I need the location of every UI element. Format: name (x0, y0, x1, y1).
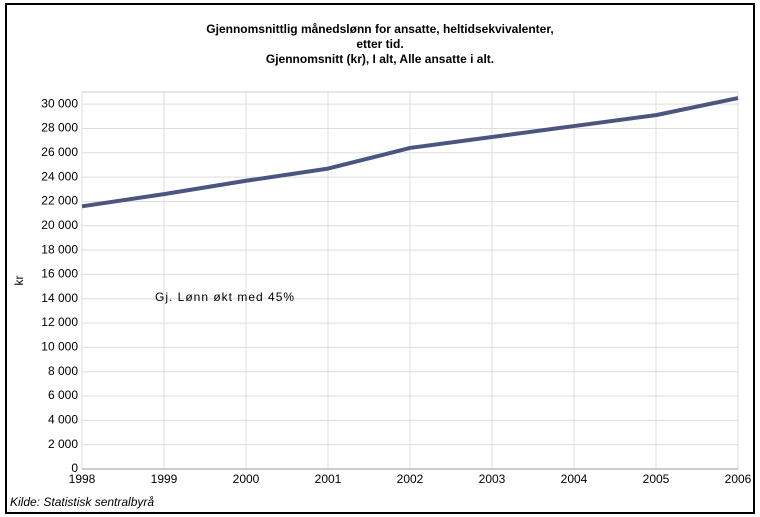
y-tick-label: 28 000 (41, 121, 78, 135)
y-tick-label: 10 000 (41, 340, 78, 354)
y-tick-label: 12 000 (41, 315, 78, 329)
y-tick-label: 18 000 (41, 242, 78, 256)
chart-title: Gjennomsnitt (kr), I alt, Alle ansatte i… (266, 52, 494, 66)
y-tick-label: 22 000 (41, 194, 78, 208)
x-tick-label: 1999 (151, 472, 178, 486)
y-tick-label: 24 000 (41, 169, 78, 183)
y-axis-label: kr (12, 276, 26, 286)
y-tick-label: 8 000 (48, 364, 78, 378)
x-tick-label: 2006 (725, 472, 752, 486)
line-series (81, 96, 739, 209)
y-tick-label: 4 000 (48, 413, 78, 427)
chart-title: Gjennomsnittlig månedslønn for ansatte, … (206, 22, 553, 36)
annotation: Gj. Lønn økt med 45% (155, 290, 295, 304)
y-tick-label: 14 000 (41, 291, 78, 305)
y-tick-label: 2 000 (48, 437, 78, 451)
y-tick-label: 16 000 (41, 267, 78, 281)
x-tick-label: 2003 (479, 472, 506, 486)
x-tick-label: 2004 (561, 472, 588, 486)
x-tick-label: 2000 (233, 472, 260, 486)
y-tick-label: 30 000 (41, 96, 78, 110)
x-tick-label: 2002 (397, 472, 424, 486)
x-tick-label: 1998 (69, 472, 96, 486)
source: Kilde: Statistisk sentralbyrå (10, 495, 154, 509)
y-tick-label: 26 000 (41, 145, 78, 159)
y-tick-label: 20 000 (41, 218, 78, 232)
y-tick-label: 0 (71, 461, 78, 475)
chart-title: etter tid. (356, 37, 403, 51)
y-tick-label: 6 000 (48, 388, 78, 402)
x-tick-label: 2005 (643, 472, 670, 486)
x-tick-label: 2001 (315, 472, 342, 486)
